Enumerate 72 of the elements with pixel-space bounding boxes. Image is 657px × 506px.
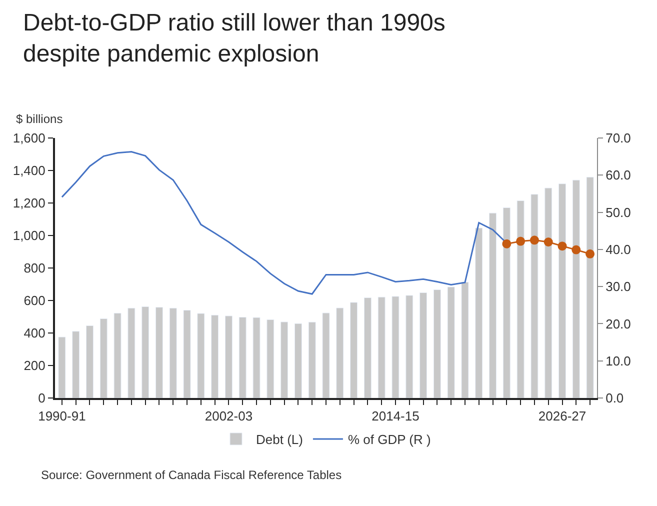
y-tick-label: 600 — [24, 293, 46, 308]
y2-tick-label: 30.0 — [606, 279, 631, 294]
bar — [350, 302, 358, 398]
bar — [183, 310, 191, 398]
bar — [169, 308, 177, 398]
bar — [128, 308, 136, 398]
y2-tick-label: 60.0 — [606, 168, 631, 183]
y-tick-label: 200 — [24, 358, 46, 374]
bar — [530, 194, 538, 398]
bar — [392, 296, 400, 398]
bar — [572, 180, 580, 398]
y-tick-label: 800 — [24, 260, 46, 276]
point — [558, 242, 567, 251]
x-tick-label: 1990-91 — [38, 408, 86, 424]
source-note: Source: Government of Canada Fiscal Reference Tables — [41, 468, 342, 482]
bar — [86, 325, 94, 398]
y2-tick-label: 50.0 — [606, 204, 631, 220]
bar — [336, 308, 344, 398]
bar — [197, 313, 205, 398]
point — [544, 238, 553, 246]
y2-tick-label: 0.0 — [606, 390, 624, 406]
bar — [489, 212, 496, 398]
bar — [433, 290, 441, 398]
y-tick-label: 400 — [24, 326, 46, 341]
bar — [502, 207, 510, 398]
bar — [266, 319, 274, 398]
point — [572, 245, 581, 254]
bar — [475, 228, 483, 398]
y-tick-label: 1,000 — [12, 228, 46, 244]
y-tick-label: 0 — [38, 390, 46, 406]
bar — [72, 331, 80, 398]
bar — [238, 316, 246, 398]
legend-label: % of GDP (R ) — [348, 432, 431, 448]
bar — [558, 184, 566, 398]
bar — [280, 322, 288, 398]
chart-title: Debt-to-GDP ratio still lower than 1990s despite pandemic explosion — [22, 9, 446, 68]
bar — [364, 297, 372, 398]
point — [516, 236, 526, 246]
bar — [100, 318, 108, 398]
point — [502, 239, 512, 248]
bar — [211, 314, 219, 398]
x-tick-label: 2014-15 — [372, 408, 420, 424]
y2-tick-label: 40.0 — [606, 242, 631, 257]
y2-tick-label: 10.0 — [606, 353, 631, 368]
y2-tick-label: 20.0 — [606, 316, 631, 332]
bar — [586, 176, 594, 398]
bar — [58, 336, 66, 398]
bar — [322, 312, 330, 398]
point — [530, 236, 539, 245]
bar — [224, 316, 232, 398]
bar — [420, 292, 428, 398]
y-tick-label: 1,200 — [12, 196, 46, 211]
bar — [156, 307, 163, 398]
bar — [252, 317, 260, 398]
bar — [461, 282, 469, 398]
bar — [516, 200, 524, 398]
bar — [114, 312, 122, 398]
bar — [447, 286, 455, 398]
bar — [378, 296, 386, 398]
x-tick-label: 2002-03 — [204, 408, 253, 424]
y-tick-label: 1,400 — [12, 163, 46, 178]
x-tick-label: 2026-27 — [538, 408, 586, 424]
y-axis-title: $ billions — [16, 112, 63, 126]
y-tick-label: 1,600 — [12, 130, 46, 146]
bar — [544, 188, 552, 398]
point — [586, 249, 595, 258]
bar — [308, 322, 316, 398]
bar — [294, 323, 302, 398]
bar — [142, 306, 150, 398]
legend-label: Debt (L) — [256, 432, 303, 448]
bar — [406, 295, 414, 398]
y2-tick-label: 70.0 — [606, 130, 631, 146]
